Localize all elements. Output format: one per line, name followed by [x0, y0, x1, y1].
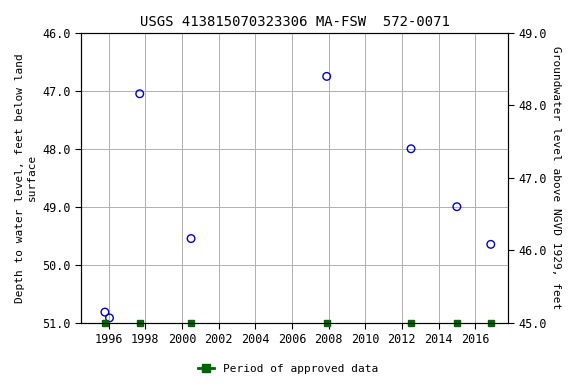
Point: [187, 235, 196, 242]
Point: [452, 204, 461, 210]
Point: [135, 91, 145, 97]
Legend: Period of approved data: Period of approved data: [193, 359, 383, 379]
Point: [105, 315, 114, 321]
Title: USGS 413815070323306 MA-FSW  572-0071: USGS 413815070323306 MA-FSW 572-0071: [140, 15, 450, 29]
Y-axis label: Depth to water level, feet below land
surface: Depth to water level, feet below land su…: [15, 53, 37, 303]
Point: [486, 241, 495, 247]
Point: [407, 146, 416, 152]
Y-axis label: Groundwater level above NGVD 1929, feet: Groundwater level above NGVD 1929, feet: [551, 46, 561, 310]
Point: [322, 73, 331, 79]
Point: [100, 309, 109, 315]
